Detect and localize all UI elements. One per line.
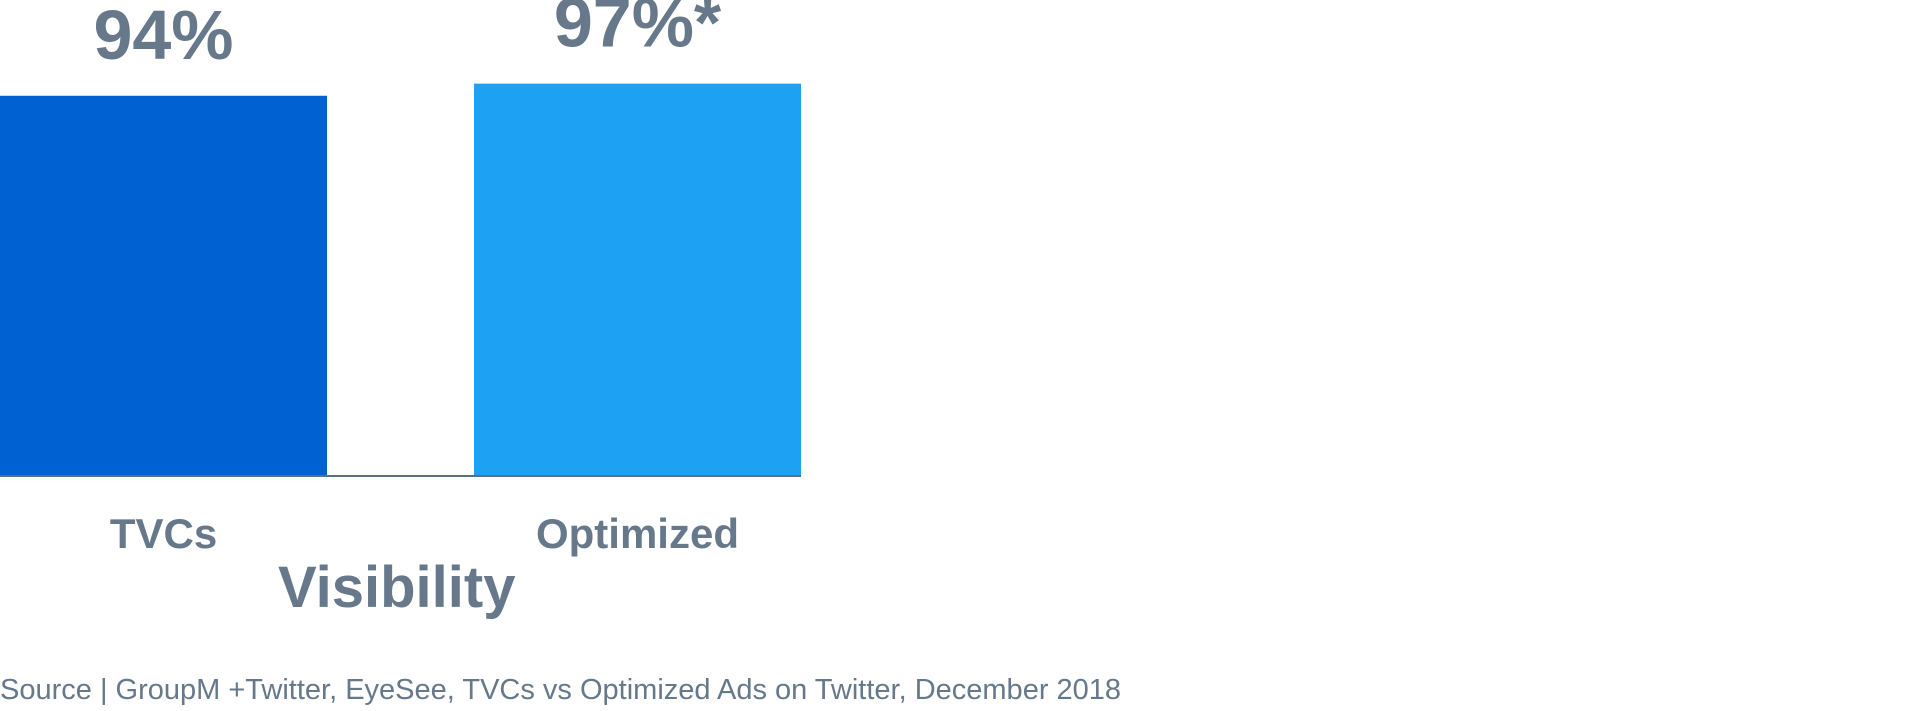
- x-tick-labels-group: TVCs Optimized: [110, 510, 739, 557]
- value-label-tvcs: 94%: [93, 0, 233, 74]
- bars-group: [0, 83, 801, 477]
- bar-tvcs: [0, 95, 327, 477]
- source-note: Source | GroupM +Twitter, EyeSee, TVCs v…: [0, 674, 1122, 706]
- x-tick-label-optimized: Optimized: [536, 510, 739, 557]
- x-axis-title: Visibility: [278, 555, 516, 620]
- bar-optimized: [474, 83, 801, 476]
- value-labels-group: 94% 97%*: [93, 0, 721, 74]
- x-tick-label-tvcs: TVCs: [110, 510, 217, 557]
- value-label-optimized: 97%*: [554, 0, 722, 62]
